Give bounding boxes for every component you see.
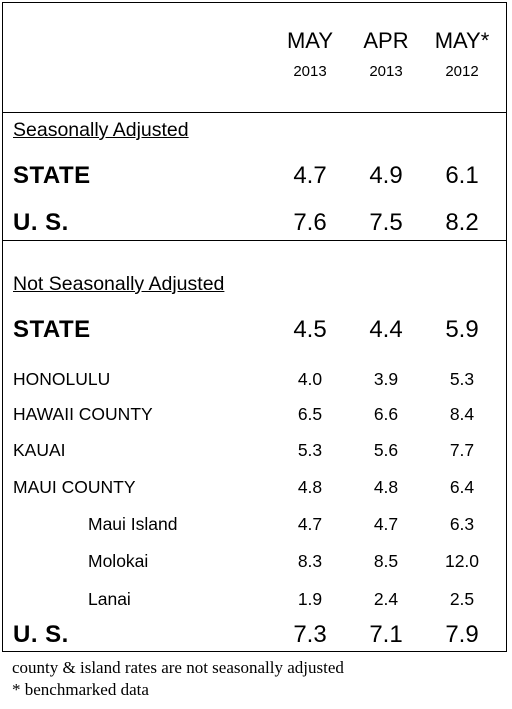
- value-cell: 6.4: [449, 477, 475, 497]
- row-label: U. S.: [13, 209, 69, 236]
- value-cell: 7.3: [293, 621, 327, 648]
- footnote: county & island rates are not seasonally…: [12, 658, 344, 677]
- value-cell: 5.6: [373, 440, 399, 460]
- header-divider: [2, 112, 507, 113]
- value-cell: 4.5: [293, 316, 327, 343]
- col-header-year: 2012: [445, 63, 479, 80]
- row-label: U. S.: [13, 621, 69, 648]
- row-label: MAUI COUNTY: [13, 477, 136, 497]
- section-title: Seasonally Adjusted: [13, 119, 189, 141]
- value-cell: 2.4: [373, 589, 399, 609]
- row-label: STATE: [13, 162, 91, 189]
- section-divider: [2, 240, 507, 241]
- row-label: KAUAI: [13, 440, 66, 460]
- row-label: Lanai: [88, 589, 131, 609]
- footnote: * benchmarked data: [12, 680, 149, 699]
- row-label: Molokai: [88, 551, 149, 571]
- value-cell: 4.7: [373, 514, 399, 534]
- value-cell: 12.0: [444, 551, 480, 571]
- value-cell: 3.9: [373, 369, 399, 389]
- value-cell: 4.7: [297, 514, 323, 534]
- value-cell: 8.2: [445, 209, 479, 236]
- value-cell: 4.7: [293, 162, 327, 189]
- value-cell: 5.9: [445, 316, 479, 343]
- section-title: Not Seasonally Adjusted: [13, 273, 225, 295]
- row-label: STATE: [13, 316, 91, 343]
- value-cell: 6.3: [449, 514, 475, 534]
- col-header-year: 2013: [293, 63, 327, 80]
- col-header-year: 2013: [369, 63, 403, 80]
- row-label: HONOLULU: [13, 369, 111, 389]
- col-header-month: APR: [363, 28, 409, 53]
- value-cell: 8.4: [449, 404, 475, 424]
- value-cell: 4.9: [369, 162, 403, 189]
- value-cell: 6.5: [297, 404, 323, 424]
- value-cell: 4.8: [297, 477, 323, 497]
- value-cell: 8.5: [373, 551, 399, 571]
- col-header-month: MAY: [286, 28, 334, 53]
- value-cell: 7.7: [449, 440, 475, 460]
- value-cell: 7.9: [445, 621, 479, 648]
- row-label: Maui Island: [88, 514, 178, 534]
- col-header-month: MAY*: [434, 28, 490, 53]
- value-cell: 7.5: [369, 209, 403, 236]
- value-cell: 4.0: [297, 369, 323, 389]
- value-cell: 4.4: [369, 316, 403, 343]
- value-cell: 6.6: [373, 404, 399, 424]
- value-cell: 5.3: [297, 440, 323, 460]
- value-cell: 7.6: [293, 209, 327, 236]
- value-cell: 5.3: [449, 369, 475, 389]
- value-cell: 7.1: [369, 621, 403, 648]
- value-cell: 8.3: [297, 551, 323, 571]
- table-frame: [2, 2, 507, 652]
- row-label: HAWAII COUNTY: [13, 404, 153, 424]
- value-cell: 1.9: [297, 589, 323, 609]
- value-cell: 2.5: [449, 589, 475, 609]
- value-cell: 6.1: [445, 162, 479, 189]
- value-cell: 4.8: [373, 477, 399, 497]
